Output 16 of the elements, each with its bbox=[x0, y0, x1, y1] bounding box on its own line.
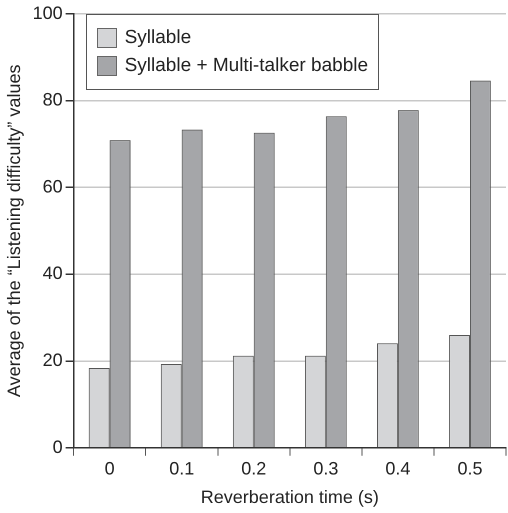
y-tick-label: 40 bbox=[42, 263, 63, 284]
legend-label: Syllable bbox=[124, 26, 192, 49]
y-tick-label: 0 bbox=[52, 436, 63, 457]
y-tick-label: 100 bbox=[32, 2, 63, 23]
x-tick-label: 0.1 bbox=[169, 458, 194, 479]
x-tick-label: 0.4 bbox=[385, 458, 410, 479]
legend-label: Syllable + Multi-talker babble bbox=[124, 54, 368, 77]
x-tick-label: 0.3 bbox=[313, 458, 338, 479]
y-tick-label: 80 bbox=[42, 90, 63, 110]
x-tick-label: 0.2 bbox=[241, 458, 266, 479]
x-tick-label: 0 bbox=[104, 458, 115, 479]
y-tick-label: 60 bbox=[42, 176, 63, 196]
x-axis-title: Reverberation time (s) bbox=[200, 487, 379, 508]
y-axis-title: Average of the “Listening difficulty” values bbox=[4, 64, 24, 398]
x-tick-label: 0.5 bbox=[457, 458, 482, 479]
y-tick-label: 20 bbox=[42, 350, 63, 370]
